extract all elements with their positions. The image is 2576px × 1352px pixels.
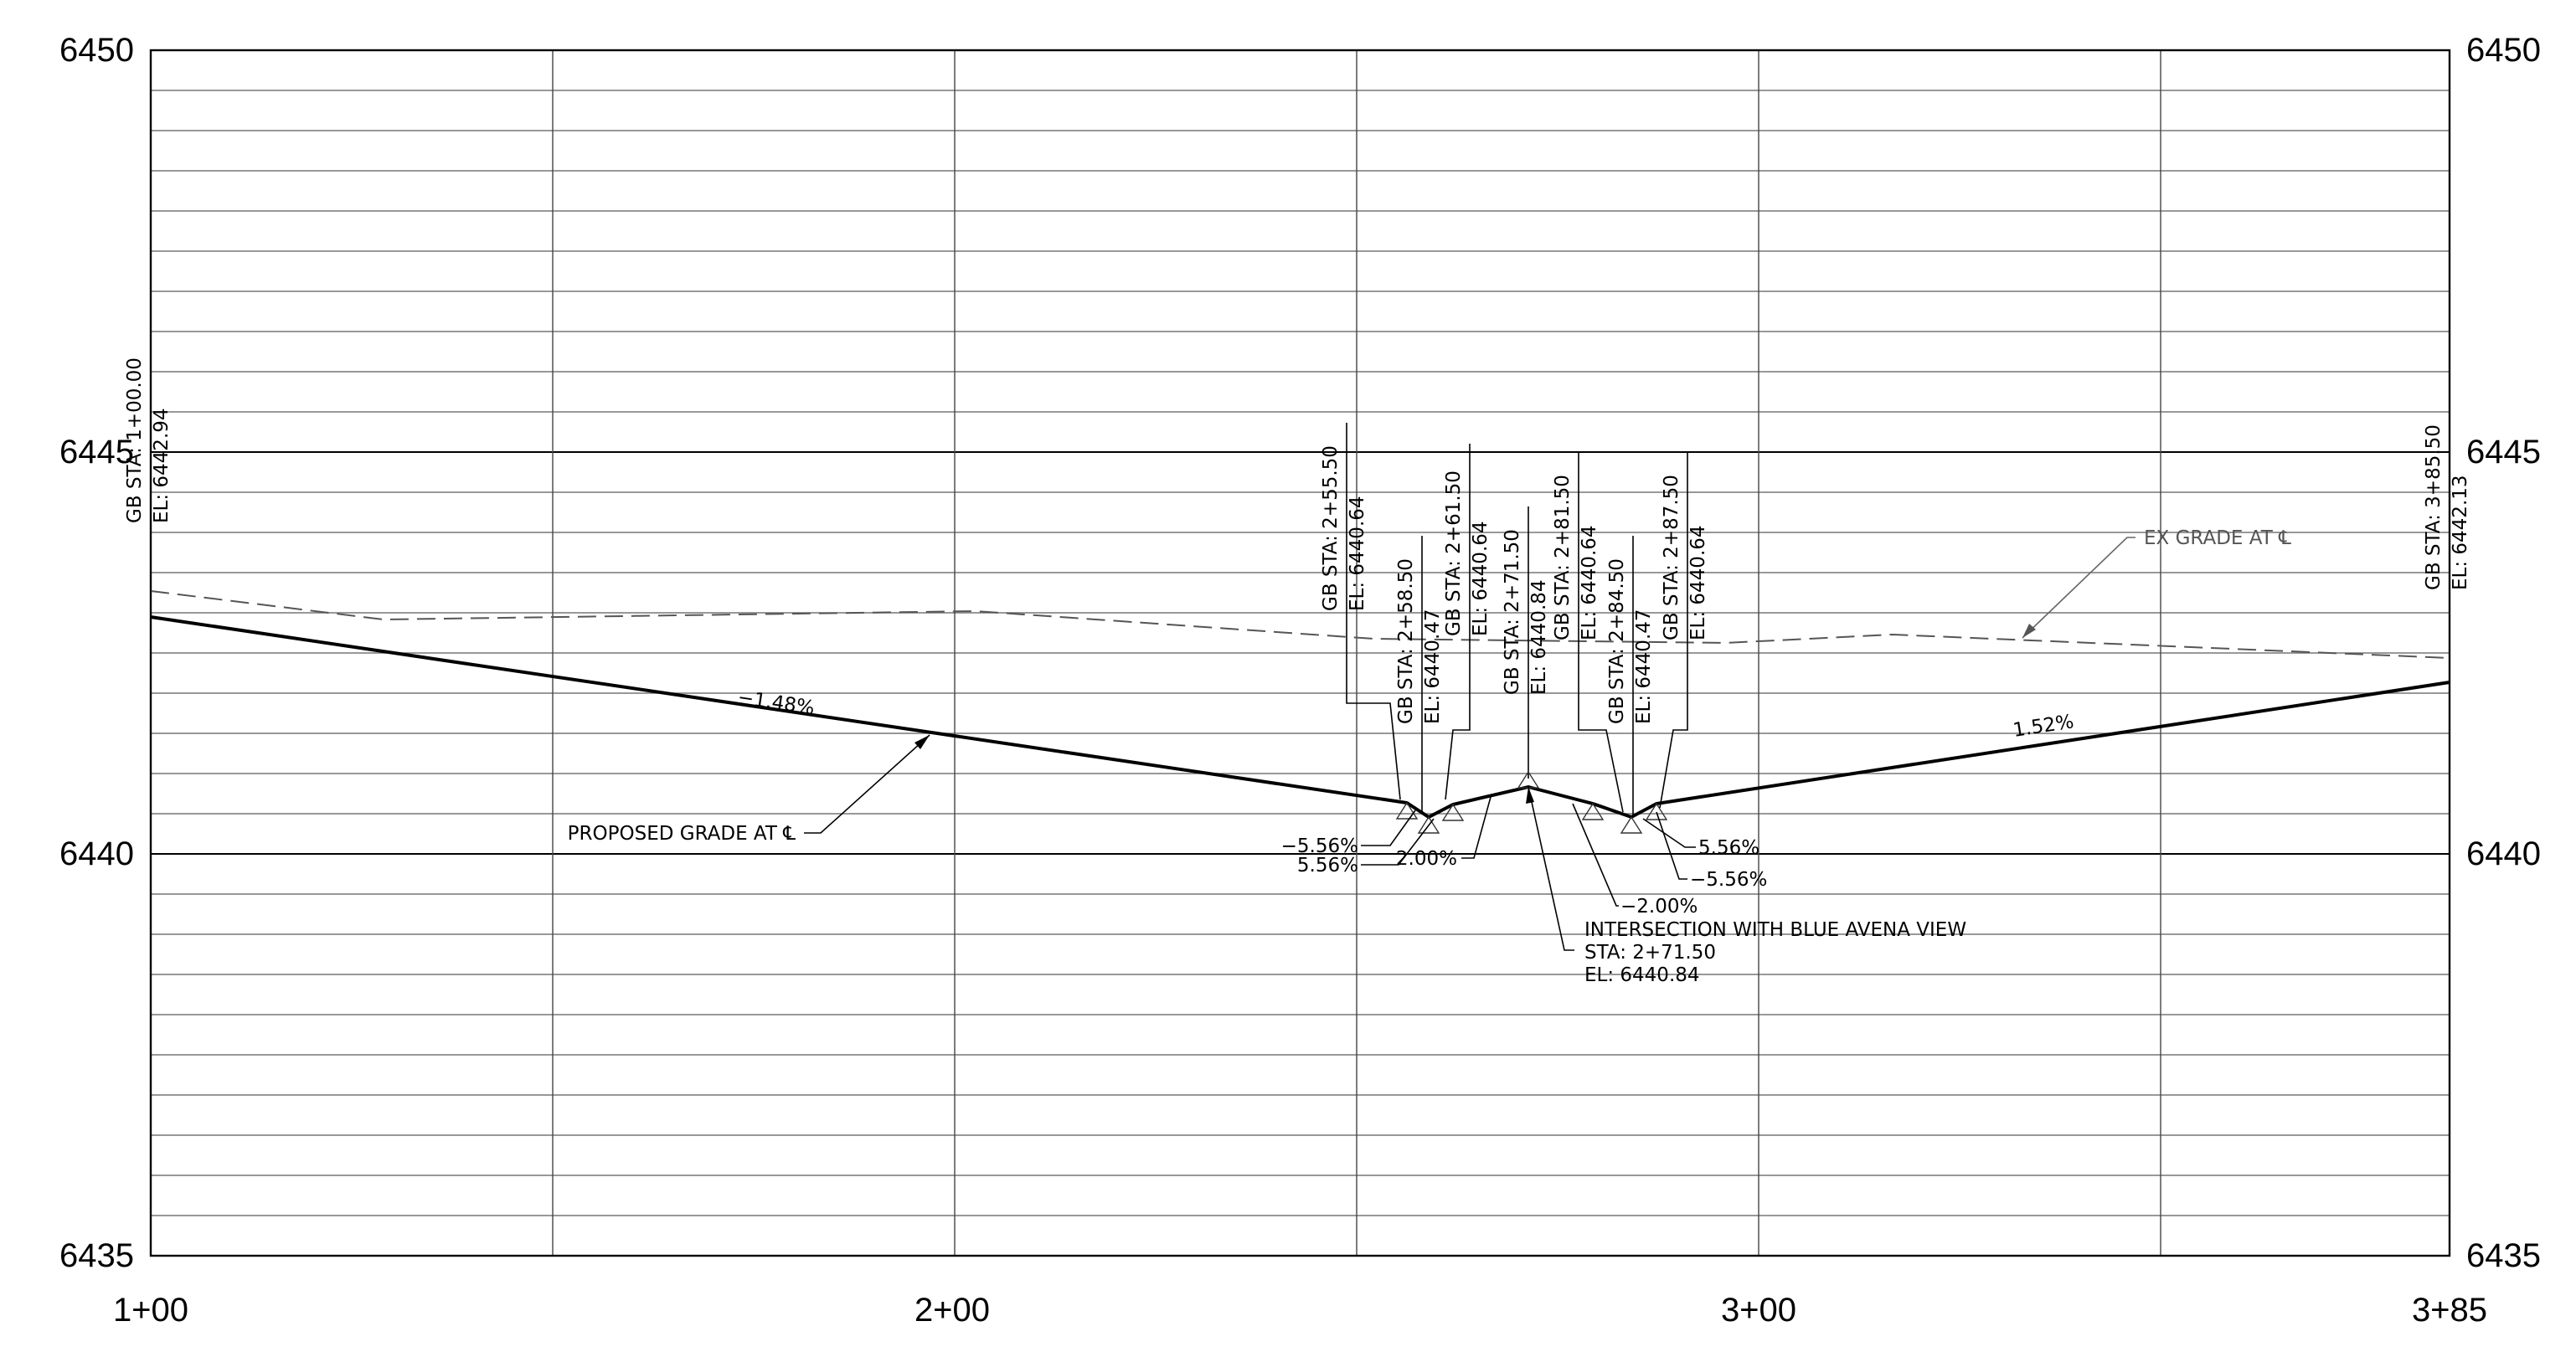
gb-marker [1417,815,1440,834]
x-tick-label-2-00: 2+00 [914,1292,990,1329]
gb-leader-4 [1445,444,1471,800]
gb-station: GB STA: 2+55.50 [1320,445,1342,611]
intersection-elevation: EL: 6440.84 [1584,964,1700,986]
gb-elevation: EL: 6440.64 [1579,525,1600,640]
x-axis: 1+00 2+00 3+00 3+85 [113,1292,2487,1329]
proposed-grade-line [150,615,2450,820]
arrowhead [1526,787,1534,804]
y-tick-label-6450-right: 6450 [2466,32,2541,69]
arrowhead [2022,624,2036,638]
intersection-leader [1528,786,1574,951]
y-tick-label-6435-left: 6435 [59,1237,134,1274]
grade-break-labels: GB STA: 1+00.00 EL: 6442.94 GB STA: 2+55… [124,357,2471,724]
gb-elevation: EL: 6440.64 [1470,521,1492,636]
gb-marker [1441,803,1465,821]
gb-elevation: EL: 6440.64 [1687,525,1709,640]
gb-leader-8 [1659,452,1688,809]
arrowhead [914,735,930,749]
grade-callouts: −5.56% 5.56% 2.00% −2.00% 5.56% −5.56% [1281,796,1767,918]
gb-label-6: GB STA: 2+81.50 EL: 6440.64 [1552,475,1600,640]
grade-label-6: −5.56% [1690,869,1767,891]
intersection-callout: INTERSECTION WITH BLUE AVENA VIEW STA: 2… [1526,786,1966,986]
y-tick-label-6435-right: 6435 [2466,1237,2541,1274]
proposed-grade-label: PROPOSED GRADE AT ℄ [568,823,796,845]
intersection-station: STA: 2+71.50 [1584,942,1716,964]
grade-leader-2 [1361,818,1435,866]
y-tick-label-6445-right: 6445 [2466,434,2541,470]
y-tick-label-6440-left: 6440 [59,835,134,872]
gb-marker [1645,802,1668,820]
gb-station: GB STA: 1+00.00 [124,357,146,523]
gb-leader-6 [1578,452,1624,813]
y-axis-right: 6450 6445 6440 6435 [2466,32,2541,1274]
gb-station: GB STA: 3+85.50 [2423,424,2445,590]
gb-label-8: GB STA: 2+87.50 EL: 6440.64 [1661,475,1709,640]
intersection-title: INTERSECTION WITH BLUE AVENA VIEW [1584,919,1966,941]
gb-elevation: EL: 6442.13 [2450,475,2471,590]
grade-label-3: 2.00% [1396,848,1457,870]
y-tick-label-6440-right: 6440 [2466,835,2541,872]
gb-station: GB STA: 2+71.50 [1502,529,1523,695]
grade-label-5: 5.56% [1698,837,1759,859]
grade-label-1: −5.56% [1281,835,1358,857]
slope-label-right: 1.52% [2012,711,2075,742]
gb-station: GB STA: 2+87.50 [1661,475,1682,640]
proposed-grade-leader [804,734,930,834]
gb-marker [1395,801,1419,820]
gb-label-7: GB STA: 2+84.50 EL: 6440.47 [1606,558,1655,724]
y-tick-label-6445-left: 6445 [59,434,134,470]
slope-label-left: −1.48% [736,686,816,719]
ex-grade-callout: EX GRADE AT ℄ [2022,527,2291,639]
gb-label-2: GB STA: 2+55.50 EL: 6440.64 [1320,445,1368,611]
x-tick-label-3-85: 3+85 [2412,1292,2487,1329]
gb-elevation: EL: 6440.64 [1347,496,1368,611]
grade-leader-3 [1461,796,1492,859]
y-axis-left: 6450 6445 6440 6435 [59,32,134,1274]
gb-label-5: GB STA: 2+71.50 EL: 6440.84 [1502,529,1550,695]
gb-leader-2 [1346,423,1401,800]
gb-elevation: EL: 6442.94 [151,408,173,523]
gb-station: GB STA: 2+81.50 [1552,475,1574,640]
x-tick-label-3-00: 3+00 [1721,1292,1796,1329]
grade-leader-1 [1361,810,1416,846]
grid [150,49,2450,1257]
grade-break-leaders [150,423,2450,815]
ex-grade-leader [2022,537,2136,639]
grade-label-2: 5.56% [1297,855,1358,876]
gb-elevation: EL: 6440.47 [1422,609,1444,724]
x-tick-label-1-00: 1+00 [113,1292,188,1329]
grade-leader-5 [1642,818,1696,848]
gb-label-1: GB STA: 1+00.00 EL: 6442.94 [124,357,173,523]
grade-leader-6 [1656,811,1687,880]
gb-label-3: GB STA: 2+58.50 EL: 6440.47 [1395,558,1444,724]
gb-station: GB STA: 2+84.50 [1606,558,1628,724]
gb-label-4: GB STA: 2+61.50 EL: 6440.64 [1443,470,1492,636]
gb-elevation: EL: 6440.84 [1528,579,1550,695]
gb-station: GB STA: 2+58.50 [1395,558,1417,724]
gb-marker [1620,815,1643,834]
gb-marker [1581,802,1605,820]
y-tick-label-6450-left: 6450 [59,32,134,69]
gb-label-9: GB STA: 3+85.50 EL: 6442.13 [2423,424,2471,590]
existing-grade-line [150,590,2450,659]
ex-grade-label: EX GRADE AT ℄ [2144,527,2291,549]
gb-elevation: EL: 6440.47 [1633,609,1655,724]
grade-leader-4 [1572,803,1619,907]
gb-station: GB STA: 2+61.50 [1443,470,1465,636]
proposed-grade-callout: PROPOSED GRADE AT ℄ −1.48% 1.52% [568,686,2075,845]
grade-label-4: −2.00% [1620,896,1698,918]
